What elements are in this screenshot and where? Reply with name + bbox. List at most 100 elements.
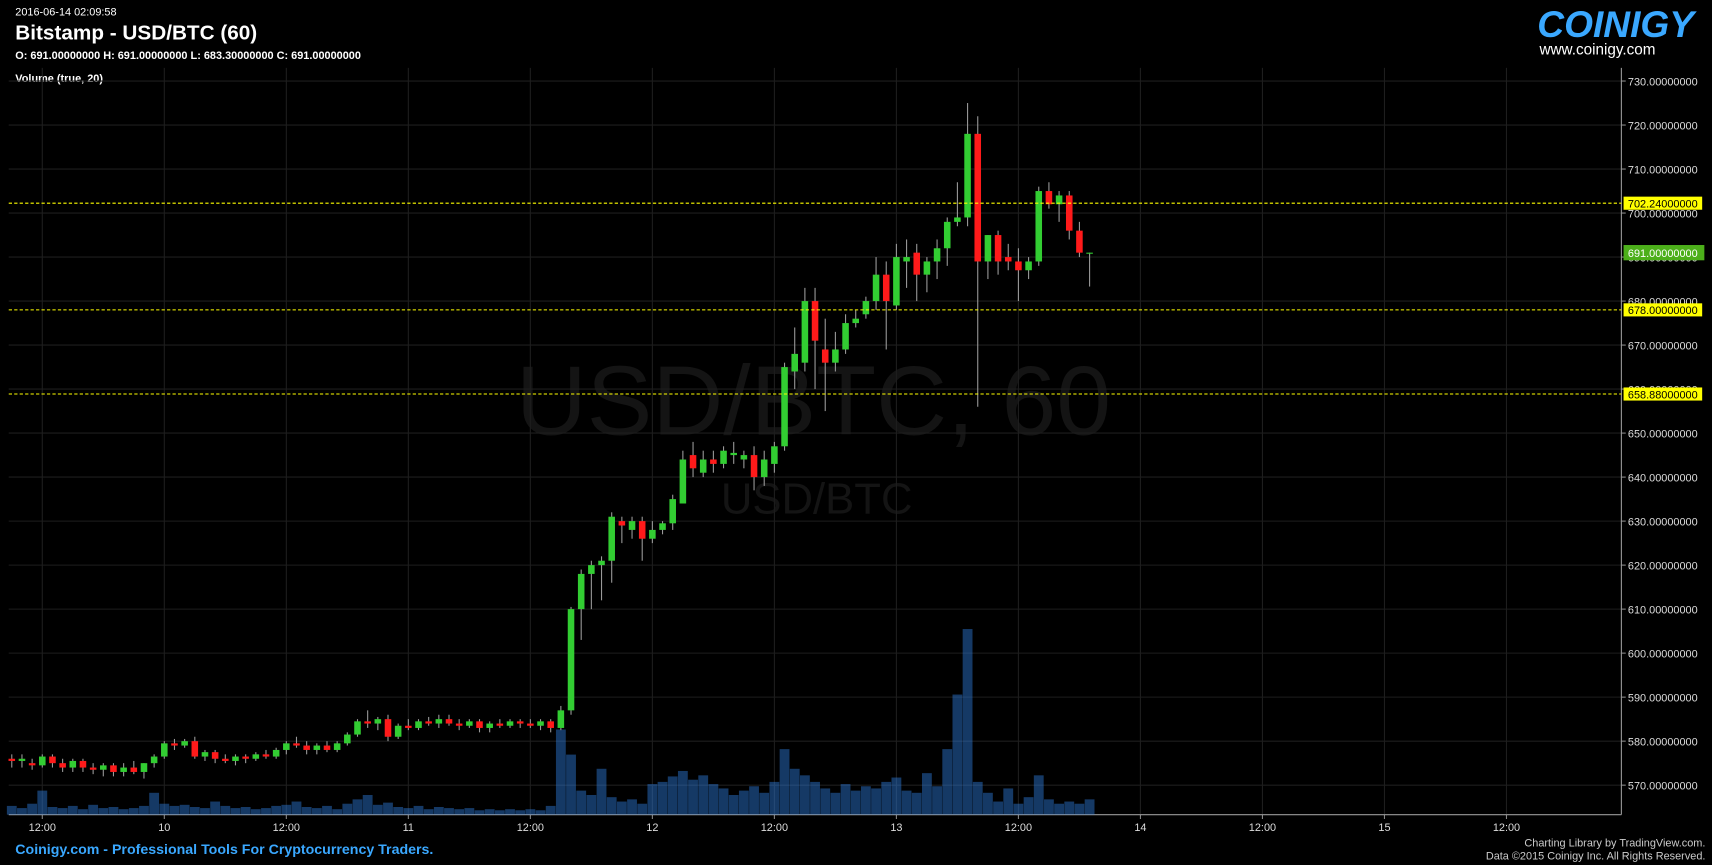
volume-bar [830, 792, 841, 815]
volume-bar [1054, 803, 1065, 815]
volume-bar [616, 801, 627, 815]
volume-bar [128, 808, 139, 815]
x-tick-label: 12:00 [1493, 822, 1520, 834]
candle-body [557, 710, 565, 728]
x-tick-label: 13 [890, 822, 902, 834]
candle-body [313, 745, 321, 750]
volume-bar [1084, 799, 1095, 815]
y-tick-label: 600.00000000 [1628, 649, 1698, 661]
volume-bar [494, 810, 505, 815]
x-tick-label: 14 [1134, 822, 1146, 834]
candle-body [100, 765, 107, 770]
x-tick-label: 15 [1378, 822, 1390, 834]
volume-bar [962, 629, 973, 815]
candle-body [527, 723, 534, 726]
candle-body [191, 741, 199, 757]
candle-body [598, 560, 605, 566]
volume-bar [840, 784, 851, 815]
volume-bar [667, 776, 678, 815]
volume-bar [555, 729, 566, 815]
volume-bar [322, 805, 332, 815]
candle-body [832, 349, 839, 363]
volume-bar [982, 792, 993, 815]
volume-bar [474, 810, 485, 815]
candle-body [333, 743, 341, 750]
volume-bar [942, 749, 953, 815]
candle-body [638, 521, 646, 539]
volume-bar [159, 803, 170, 815]
candle-body [913, 252, 921, 275]
candle-body [496, 723, 504, 726]
candle-body [1035, 191, 1043, 262]
ohlc-readout: O: 691.00000000 H: 691.00000000 L: 683.3… [15, 50, 361, 62]
volume-bar [444, 808, 454, 815]
logo[interactable]: COINIGY [1537, 3, 1697, 45]
y-tick-label: 630.00000000 [1628, 516, 1698, 528]
plot-area: 12:00 10 12:00 11 12:00 12 12:00 13 12:00 14 12:00… [6, 67, 1705, 834]
y-tick-label: 730.00000000 [1628, 76, 1698, 88]
candle-body [232, 756, 239, 761]
candle-body [323, 745, 331, 750]
candle-body [161, 743, 168, 757]
candle-body [618, 521, 626, 526]
y-tick-label: 700.00000000 [1628, 208, 1698, 220]
candle-body [28, 763, 36, 766]
y-tick-label: 710.00000000 [1628, 164, 1698, 176]
volume-bar [738, 790, 749, 815]
volume-bar [1064, 801, 1075, 815]
candle-body [150, 756, 158, 764]
candle-body [628, 521, 636, 530]
candle-body [923, 261, 931, 275]
volume-bar [759, 792, 770, 815]
y-tick-label: 720.00000000 [1628, 120, 1698, 132]
candle-body [394, 725, 402, 737]
volume-bar [769, 781, 780, 815]
candle-body [567, 609, 575, 711]
footer-credit: Charting Library by TradingView.com. [1524, 837, 1705, 849]
candle-body [954, 217, 961, 222]
volume-bar [647, 784, 658, 815]
watermark: USD/BTC, 60 [516, 346, 1111, 456]
candle-body [506, 721, 514, 726]
candle-body [1055, 195, 1063, 205]
volume-bar [149, 792, 160, 815]
x-tick-label: 12:00 [273, 822, 300, 834]
candle-body [740, 455, 748, 460]
candle-body [69, 760, 77, 768]
candle-body [862, 301, 870, 315]
candle-body [659, 523, 666, 530]
volume-bar [596, 768, 607, 815]
volume-bar [993, 801, 1003, 815]
candle-body [211, 752, 219, 759]
volume-bar [342, 803, 353, 815]
logo-url[interactable]: www.coinigy.com [1538, 42, 1655, 59]
volume-bar [860, 786, 871, 815]
volume-bar [210, 801, 221, 815]
volume-bar [291, 801, 302, 815]
candle-body [79, 760, 87, 768]
volume-bar [1033, 775, 1044, 815]
x-tick-label: 12:00 [517, 822, 544, 834]
candle-body [842, 323, 849, 350]
candle-body [872, 274, 880, 302]
volume-bar [403, 808, 414, 815]
watermark-sub: USD/BTC [721, 474, 913, 523]
volume-bar [98, 808, 109, 815]
volume-bar [423, 809, 434, 815]
candle-body [710, 459, 717, 464]
volume-bar [921, 773, 932, 815]
candle-body [171, 743, 178, 746]
candle-body [547, 721, 554, 728]
candle-body [974, 133, 982, 262]
volume-bar [901, 790, 912, 815]
footer-tagline[interactable]: Coinigy.com - Professional Tools For Cry… [15, 842, 433, 858]
candle-body [893, 257, 900, 306]
x-tick-label: 12:00 [1249, 822, 1276, 834]
candle-body [964, 133, 971, 218]
volume-bar [47, 807, 58, 815]
candle-body [354, 721, 361, 735]
candle-body [486, 723, 493, 728]
candle-body [425, 721, 432, 724]
candle-body [730, 452, 737, 456]
